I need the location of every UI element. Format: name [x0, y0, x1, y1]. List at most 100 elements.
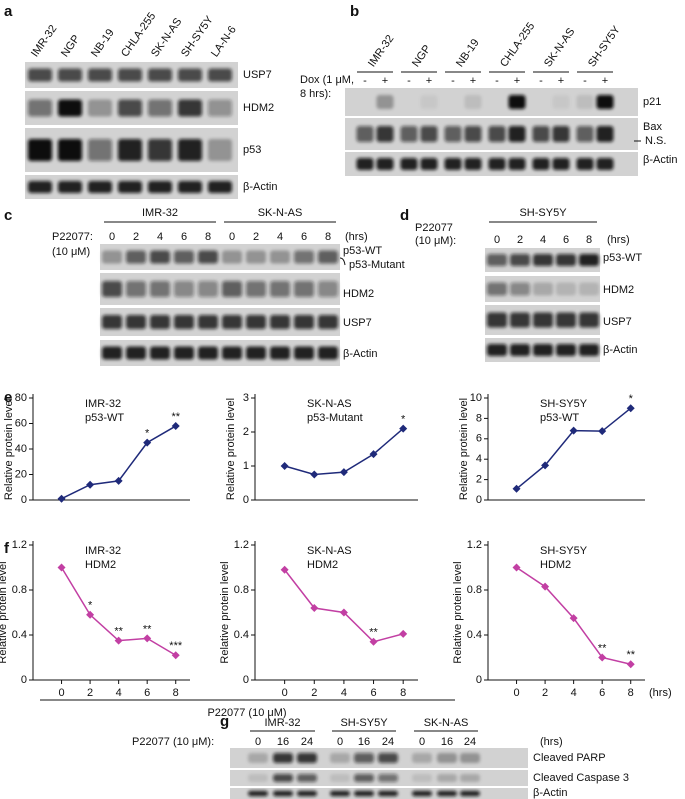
- band: [579, 312, 599, 328]
- point: [369, 637, 378, 646]
- band: [270, 315, 290, 329]
- row-label: p53-WT: [343, 245, 382, 257]
- time-label: 2: [517, 234, 523, 246]
- x-tick-label: 2: [542, 687, 548, 699]
- band: [102, 250, 122, 264]
- time-label: 4: [277, 231, 283, 243]
- band: [420, 158, 438, 170]
- y-tick-label: 1: [243, 460, 249, 472]
- band: [270, 281, 290, 297]
- point-label: **: [114, 626, 123, 638]
- point-label: *: [88, 600, 93, 612]
- band: [118, 181, 142, 193]
- band: [533, 254, 553, 266]
- band: [464, 126, 482, 142]
- y-tick-label: 3: [243, 392, 249, 404]
- band: [533, 344, 553, 356]
- band: [150, 281, 170, 297]
- time-label: 6: [301, 231, 307, 243]
- band: [556, 282, 576, 296]
- treatment-label: P22077 (10 μM):: [132, 736, 214, 748]
- band: [330, 774, 350, 782]
- band: [222, 315, 242, 329]
- y-tick-label: 20: [15, 468, 27, 480]
- band: [208, 68, 232, 82]
- band: [126, 281, 146, 297]
- band: [532, 158, 550, 170]
- band: [508, 158, 526, 170]
- y-tick-label: 0.8: [234, 584, 249, 596]
- point: [143, 438, 152, 447]
- time-label: 24: [382, 736, 394, 748]
- y-tick-label: 1.2: [12, 539, 27, 551]
- point: [57, 563, 66, 572]
- band: [532, 126, 550, 142]
- band: [596, 95, 614, 109]
- band: [556, 254, 576, 266]
- band: [376, 95, 394, 109]
- band: [579, 254, 599, 266]
- point: [86, 610, 95, 619]
- point: [626, 404, 635, 413]
- band: [556, 312, 576, 328]
- point-label: ***: [169, 640, 183, 652]
- band: [294, 281, 314, 297]
- time-label: 6: [563, 234, 569, 246]
- panel-letter: d: [400, 207, 409, 224]
- band: [487, 344, 507, 356]
- row-label: Cleaved PARP: [533, 752, 606, 764]
- time-label: 16: [277, 736, 289, 748]
- band: [378, 790, 398, 797]
- band: [356, 126, 374, 142]
- row-label: β-Actin: [343, 348, 377, 360]
- band: [208, 99, 232, 117]
- band: [198, 346, 218, 360]
- point: [598, 653, 607, 662]
- point: [143, 634, 152, 643]
- panel-letter: g: [220, 713, 229, 730]
- group-label: SH-SY5Y: [340, 717, 388, 729]
- band: [464, 95, 482, 109]
- band: [270, 346, 290, 360]
- row-label: p53-WT: [603, 252, 642, 264]
- row-label: USP7: [243, 69, 272, 81]
- band: [148, 99, 172, 117]
- lane-label: CHLA-255: [498, 20, 537, 69]
- row-label: N.S.: [645, 135, 666, 147]
- lane-label: NB-19: [454, 37, 482, 69]
- point: [114, 636, 123, 645]
- band: [297, 774, 317, 782]
- point-label: *: [629, 393, 634, 405]
- band: [354, 790, 374, 797]
- band: [58, 99, 82, 117]
- band: [28, 68, 52, 82]
- band: [248, 774, 268, 782]
- chart-subtitle: p53-WT: [85, 412, 124, 424]
- y-axis-label: Relative protein level: [225, 398, 237, 500]
- band: [118, 99, 142, 117]
- unit-label: (hrs): [345, 231, 368, 243]
- sign: -: [451, 75, 455, 87]
- band: [178, 139, 202, 161]
- band: [556, 344, 576, 356]
- point: [310, 470, 319, 479]
- band: [294, 346, 314, 360]
- group-label: SK-N-AS: [424, 717, 469, 729]
- point: [171, 651, 180, 660]
- y-tick-label: 60: [15, 417, 27, 429]
- band: [378, 753, 398, 763]
- band: [246, 281, 266, 297]
- time-label: 16: [358, 736, 370, 748]
- band: [126, 346, 146, 360]
- chart-subtitle: p53-Mutant: [307, 412, 363, 424]
- unit-label: (hrs): [607, 234, 630, 246]
- sign: +: [426, 75, 432, 87]
- row-label: HDM2: [603, 284, 634, 296]
- x-tick-label: 2: [87, 687, 93, 699]
- band: [178, 99, 202, 117]
- row-label: USP7: [343, 317, 372, 329]
- lane-label: IMR-32: [29, 23, 60, 59]
- sign: -: [583, 75, 587, 87]
- x-tick-label: 4: [341, 687, 347, 699]
